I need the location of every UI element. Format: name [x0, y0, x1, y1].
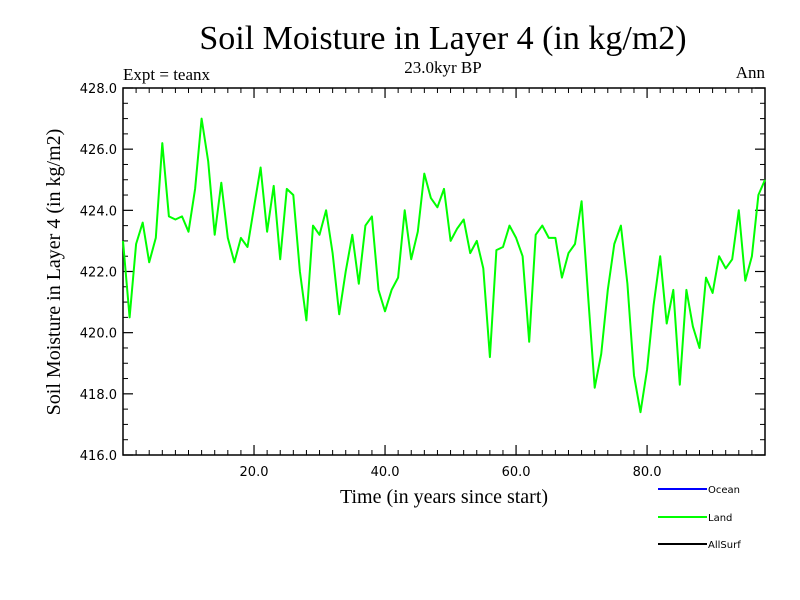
y-tick-label: 416.0: [80, 449, 117, 464]
legend-label-ocean: Ocean: [708, 485, 740, 496]
x-axis: 20.0 40.0 60.0 80.0: [240, 88, 662, 480]
series-group: [122, 117, 766, 414]
y-tick-label: 422.0: [80, 266, 117, 281]
x-axis-label: Time (in years since start): [340, 486, 548, 508]
x-tick-label: 40.0: [371, 465, 400, 480]
y-axis-label: Soil Moisture in Layer 4 (in kg/m2): [43, 129, 65, 416]
y-tick-label: 428.0: [80, 82, 117, 97]
chart-subtitle: 23.0kyr BP: [404, 58, 481, 77]
series-line-land: [122, 117, 766, 414]
x-tick-label: 80.0: [633, 465, 662, 480]
legend-label-land: Land: [708, 513, 732, 524]
y-tick-label: 418.0: [80, 388, 117, 403]
x-tick-label: 20.0: [240, 465, 269, 480]
minor-ticks: [123, 88, 765, 455]
y-tick-label: 424.0: [80, 204, 117, 219]
legend-label-allsurf: AllSurf: [708, 540, 741, 551]
plot-frame: [122, 87, 766, 456]
y-tick-label: 426.0: [80, 143, 117, 158]
x-tick-label: 60.0: [502, 465, 531, 480]
chart-title: Soil Moisture in Layer 4 (in kg/m2): [199, 20, 686, 57]
period-label: Ann: [736, 63, 766, 82]
legend: Ocean Land AllSurf: [658, 485, 741, 551]
experiment-label: Expt = teanx: [123, 65, 211, 84]
y-tick-label: 420.0: [80, 327, 117, 342]
